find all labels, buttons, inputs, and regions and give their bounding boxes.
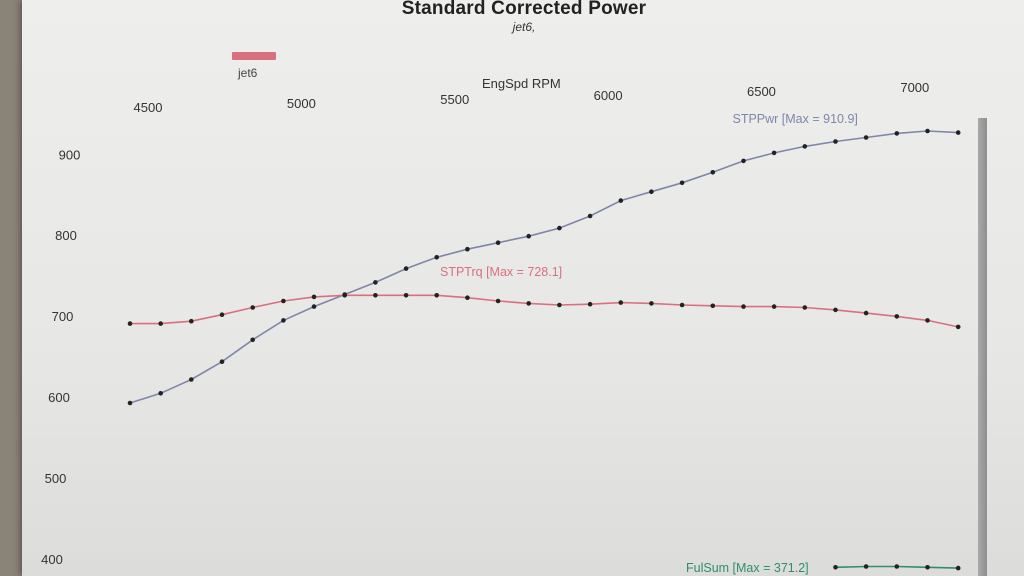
data-point-stppwr (587, 213, 593, 219)
data-point-stptrq (802, 305, 808, 310)
data-point-stppwr (465, 246, 470, 252)
data-point-stptrq (741, 304, 746, 309)
chart-title: Standard Corrected Power (401, 0, 647, 19)
series-label-stppwr: STPPwr [Max = 910.9] (732, 112, 857, 126)
data-point-stppwr (741, 158, 746, 164)
data-point-stptrq (342, 293, 348, 298)
y-tick-label: 900 (59, 147, 81, 162)
series-points (127, 128, 961, 571)
series-label-fulsum: FulSum [Max = 371.2] (686, 561, 809, 575)
data-point-stppwr (802, 144, 808, 149)
series-labels: STPPwr [Max = 910.9] STPTrq [Max = 728.1]… (440, 112, 858, 575)
legend-swatch (232, 52, 276, 60)
data-point-stppwr (373, 280, 378, 285)
data-point-stptrq (127, 321, 133, 326)
data-point-stppwr (649, 189, 654, 194)
data-point-stppwr (833, 139, 838, 144)
series-line-stppwr (129, 130, 959, 404)
y-tick-label: 700 (52, 309, 74, 324)
y-tick-labels: 400 500 600 700 800 900 (41, 147, 80, 567)
data-point-stppwr (250, 337, 255, 343)
data-point-stppwr (526, 233, 531, 239)
y-tick-label: 500 (45, 471, 67, 486)
data-point-stppwr (894, 131, 900, 136)
data-point-stppwr (127, 400, 133, 406)
y-tick-label: 600 (48, 390, 70, 405)
chart-paper (22, 0, 1024, 576)
x-tick-label: 5500 (440, 92, 469, 107)
x-axis-title: EngSpd RPM (482, 76, 561, 91)
legend-label: jet6 (238, 66, 258, 80)
data-point-stptrq (465, 295, 470, 301)
data-point-stppwr (955, 130, 961, 135)
x-tick-label: 7000 (900, 80, 929, 95)
data-point-stppwr (311, 304, 317, 309)
data-point-stptrq (894, 314, 900, 319)
data-point-stptrq (434, 293, 440, 298)
series-label-stptrq: STPTrq [Max = 728.1] (440, 265, 562, 279)
data-point-stppwr (557, 225, 562, 231)
data-point-stptrq (955, 324, 961, 330)
data-point-stptrq (250, 305, 255, 310)
data-point-fulsum (833, 565, 838, 570)
data-point-stppwr (495, 240, 501, 245)
data-point-stptrq (925, 318, 930, 323)
data-point-stptrq (526, 301, 531, 306)
data-point-stppwr (679, 180, 685, 186)
data-point-stppwr (863, 135, 869, 140)
data-point-stptrq (618, 300, 624, 305)
data-point-stppwr (189, 377, 194, 382)
x-tick-label: 6500 (747, 84, 776, 99)
data-point-stptrq (403, 293, 409, 298)
data-point-stptrq (281, 298, 286, 304)
data-point-stppwr (618, 198, 624, 203)
x-tick-label: 5000 (287, 96, 316, 111)
data-point-fulsum (925, 565, 930, 570)
data-point-stptrq (710, 303, 716, 309)
page-edge-rail (978, 118, 987, 576)
data-point-stptrq (373, 293, 378, 298)
data-point-stptrq (189, 318, 194, 324)
chart-subtitle: jet6, (512, 20, 536, 34)
data-point-stptrq (219, 312, 225, 318)
data-point-stppwr (771, 150, 777, 156)
x-tick-label: 4500 (134, 100, 163, 115)
data-point-stptrq (679, 302, 685, 308)
data-point-stptrq (833, 307, 838, 313)
data-point-stptrq (311, 294, 317, 300)
data-point-stptrq (587, 301, 593, 307)
data-point-stppwr (434, 254, 440, 260)
y-tick-label: 800 (55, 228, 77, 243)
data-point-fulsum (894, 564, 900, 569)
data-point-fulsum (955, 565, 961, 571)
data-point-stppwr (219, 359, 225, 365)
data-point-fulsum (863, 564, 869, 569)
data-point-stptrq (557, 302, 562, 308)
y-tick-label: 400 (41, 552, 63, 567)
data-point-stptrq (158, 321, 163, 326)
data-point-stppwr (158, 391, 163, 396)
data-point-stppwr (403, 266, 409, 271)
data-point-stptrq (495, 298, 501, 304)
data-point-stptrq (863, 310, 869, 316)
data-point-stppwr (710, 170, 716, 175)
data-point-stppwr (925, 128, 930, 134)
x-tick-label: 6000 (594, 88, 623, 103)
data-point-stppwr (281, 318, 286, 323)
series-line-stptrq (130, 294, 959, 328)
series-lines (129, 130, 959, 569)
x-tick-labels: 4500 5000 5500 6000 6500 7000 (134, 80, 930, 115)
data-point-stptrq (771, 304, 777, 309)
data-point-stptrq (649, 301, 654, 306)
